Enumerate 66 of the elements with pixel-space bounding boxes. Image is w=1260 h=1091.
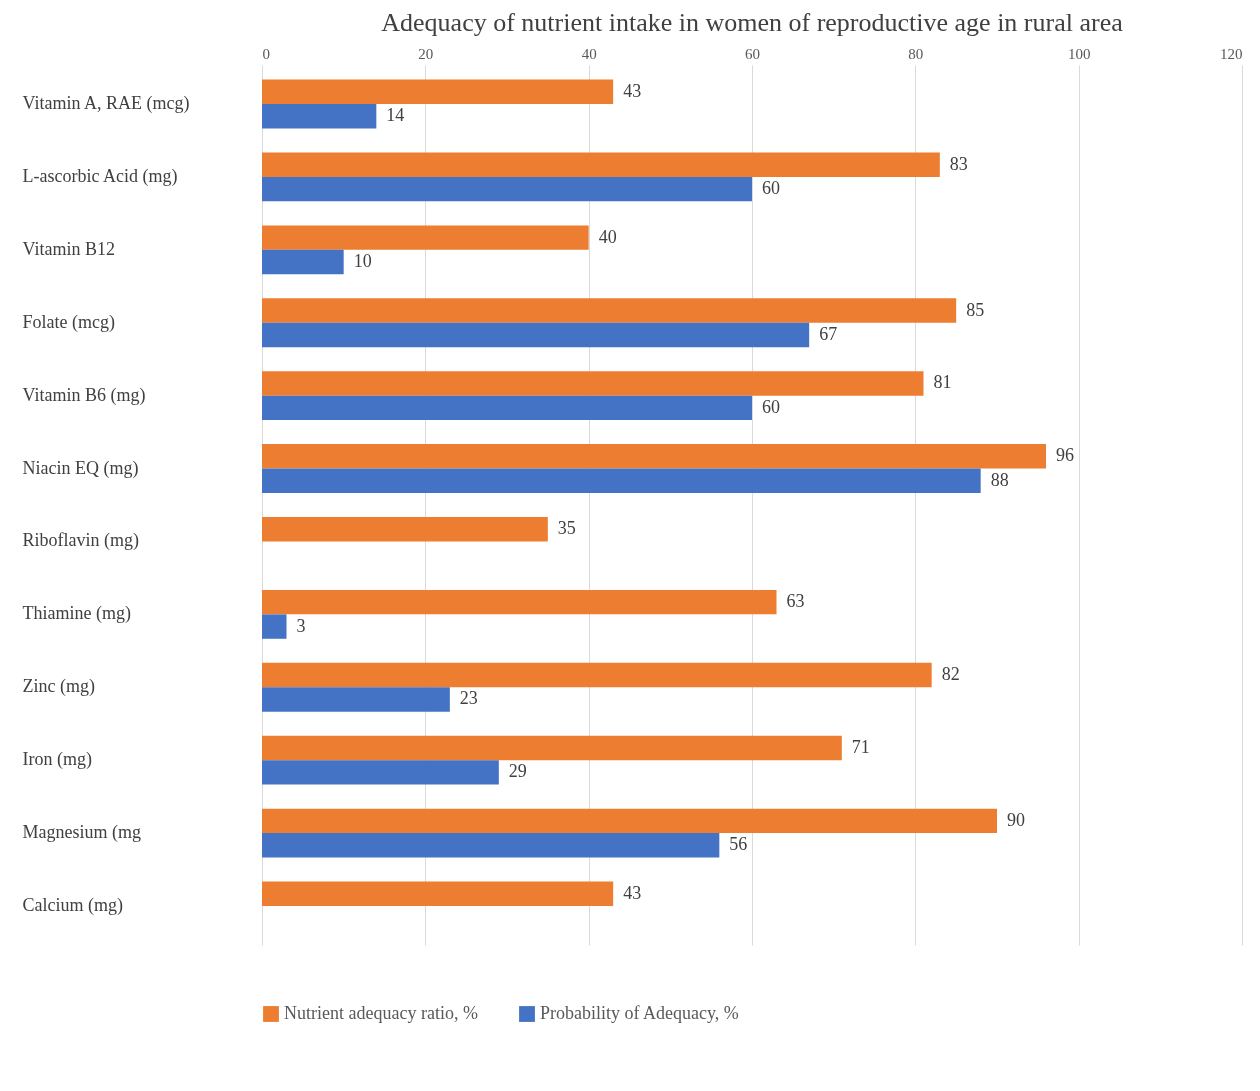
data-label: 85 <box>966 299 985 320</box>
chart-title: Adequacy of nutrient intake in women of reproductive age in rural area <box>381 8 1124 37</box>
data-label: 10 <box>353 251 372 272</box>
data-label: 43 <box>623 80 642 101</box>
data-label: 90 <box>1007 809 1025 830</box>
y-tick-label: Vitamin B6 (mg) <box>22 384 146 406</box>
data-label: 82 <box>941 664 960 685</box>
data-label: 56 <box>729 834 748 855</box>
x-tick-label: 60 <box>745 45 760 62</box>
bar <box>262 152 940 177</box>
x-tick-label: 40 <box>581 45 597 62</box>
data-label: 14 <box>386 105 405 126</box>
bar <box>262 444 1046 469</box>
bar <box>262 79 614 105</box>
bar <box>262 468 981 493</box>
bar <box>262 371 924 396</box>
x-tick-label: 0 <box>262 45 270 62</box>
data-label: 63 <box>786 591 805 612</box>
bar <box>262 176 752 202</box>
data-label: 67 <box>819 323 838 344</box>
y-tick-label: Magnesium (mg <box>22 822 141 844</box>
bar <box>262 104 377 129</box>
y-tick-label: Vitamin A, RAE (mcg) <box>22 93 190 115</box>
data-label: 81 <box>933 372 952 393</box>
bar <box>262 662 932 688</box>
x-tick-label: 20 <box>418 45 434 62</box>
data-label: 71 <box>851 736 870 757</box>
bar <box>262 881 614 906</box>
legend-label: Probability of Adequacy, % <box>540 1003 739 1023</box>
y-tick-label: L-ascorbic Acid (mg) <box>22 165 178 187</box>
y-tick-label: Riboflavin (mg) <box>22 530 139 552</box>
y-tick-label: Niacin EQ (mg) <box>22 457 139 479</box>
data-label: 96 <box>1056 445 1074 466</box>
bar <box>262 735 842 761</box>
y-tick-label: Thiamine (mg) <box>22 603 131 625</box>
data-label: 40 <box>598 226 617 247</box>
bar <box>262 517 548 542</box>
bar <box>262 614 287 639</box>
data-label: 3 <box>296 615 306 636</box>
bar <box>262 298 957 323</box>
data-label: 88 <box>990 469 1009 490</box>
bar <box>262 589 777 615</box>
data-label: 43 <box>623 882 642 903</box>
data-label: 83 <box>949 153 968 174</box>
bar <box>262 249 344 275</box>
x-tick-label: 120 <box>1220 45 1243 62</box>
y-tick-label: Calcium (mg) <box>22 894 123 916</box>
data-label: 60 <box>762 396 780 417</box>
bar <box>262 395 752 421</box>
x-tick-label: 100 <box>1067 45 1091 62</box>
bar <box>262 225 589 250</box>
data-label: 35 <box>557 518 576 539</box>
bar <box>262 687 450 712</box>
y-tick-label: Iron (mg) <box>22 749 92 771</box>
x-tick-label: 80 <box>908 45 924 62</box>
bar <box>262 322 810 348</box>
bar <box>262 760 499 785</box>
data-label: 60 <box>762 178 780 199</box>
bar <box>262 808 997 834</box>
data-label: 23 <box>459 688 478 709</box>
data-label: 29 <box>508 761 527 782</box>
y-tick-label: Vitamin B12 <box>22 238 115 259</box>
y-tick-label: Zinc (mg) <box>22 676 95 698</box>
y-tick-label: Folate (mcg) <box>22 311 115 333</box>
bar <box>262 833 720 858</box>
legend-label: Nutrient adequacy ratio, % <box>284 1003 478 1023</box>
